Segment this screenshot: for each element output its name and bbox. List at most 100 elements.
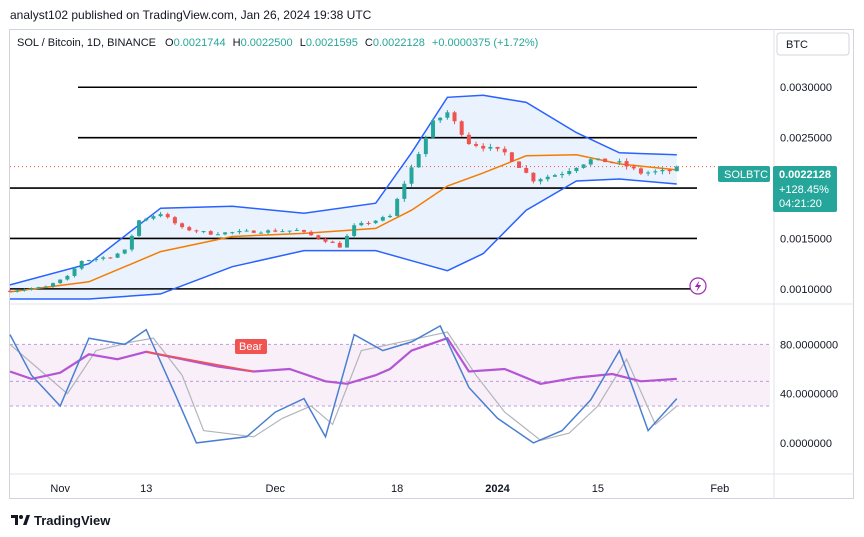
- candle[interactable]: [344, 233, 349, 248]
- price-pane[interactable]: [8, 86, 770, 300]
- candle[interactable]: [474, 141, 479, 148]
- bollinger-lower-line[interactable]: [10, 178, 677, 300]
- candle[interactable]: [509, 151, 514, 162]
- candle[interactable]: [115, 252, 120, 259]
- candle[interactable]: [667, 168, 672, 175]
- candle[interactable]: [395, 197, 400, 217]
- candle[interactable]: [244, 228, 249, 232]
- candle[interactable]: [108, 256, 113, 259]
- candle[interactable]: [502, 146, 507, 156]
- candle[interactable]: [517, 161, 522, 168]
- candle[interactable]: [165, 212, 170, 219]
- candle[interactable]: [388, 214, 392, 218]
- candle[interactable]: [79, 260, 84, 271]
- candle[interactable]: [352, 223, 357, 239]
- candle[interactable]: [660, 167, 665, 175]
- candle[interactable]: [452, 110, 457, 125]
- candle[interactable]: [58, 279, 63, 284]
- candle[interactable]: [144, 217, 149, 222]
- candle[interactable]: [545, 174, 550, 182]
- candle[interactable]: [129, 234, 134, 252]
- candle[interactable]: [158, 211, 163, 218]
- candle[interactable]: [29, 287, 34, 291]
- oscillator-pane[interactable]: [9, 324, 770, 444]
- candle[interactable]: [373, 220, 378, 225]
- candle[interactable]: [223, 232, 228, 236]
- candle[interactable]: [65, 274, 70, 281]
- candle[interactable]: [51, 282, 56, 288]
- candle[interactable]: [194, 229, 199, 234]
- candle[interactable]: [524, 165, 529, 174]
- candle[interactable]: [172, 215, 177, 225]
- candle[interactable]: [552, 173, 557, 177]
- candle[interactable]: [8, 289, 12, 293]
- candle[interactable]: [445, 110, 450, 120]
- candle[interactable]: [337, 241, 342, 248]
- candle[interactable]: [330, 240, 335, 244]
- candle[interactable]: [251, 230, 256, 233]
- candle[interactable]: [122, 249, 127, 255]
- candle[interactable]: [208, 230, 213, 235]
- candle[interactable]: [280, 229, 285, 233]
- candle[interactable]: [603, 158, 608, 163]
- candle[interactable]: [230, 231, 235, 235]
- candle[interactable]: [459, 120, 464, 137]
- candle[interactable]: [567, 168, 572, 176]
- candle[interactable]: [416, 151, 421, 168]
- candle[interactable]: [588, 157, 593, 167]
- candle[interactable]: [258, 231, 263, 234]
- candle[interactable]: [94, 258, 99, 262]
- candle[interactable]: [438, 117, 443, 123]
- candle[interactable]: [180, 222, 185, 229]
- stoch-k-line[interactable]: [9, 324, 678, 444]
- candle[interactable]: [481, 143, 486, 152]
- candle[interactable]: [538, 177, 543, 185]
- candle[interactable]: [72, 266, 77, 278]
- candle[interactable]: [151, 214, 156, 221]
- candle[interactable]: [595, 158, 600, 161]
- candle[interactable]: [101, 256, 106, 261]
- candle[interactable]: [653, 169, 658, 175]
- candle[interactable]: [301, 229, 306, 234]
- candle[interactable]: [423, 135, 428, 157]
- currency-button[interactable]: BTC: [776, 32, 850, 56]
- candle[interactable]: [581, 164, 586, 169]
- candle[interactable]: [674, 165, 679, 172]
- candle[interactable]: [488, 143, 493, 151]
- bollinger-upper-line[interactable]: [9, 94, 677, 286]
- candle[interactable]: [359, 221, 364, 227]
- candle[interactable]: [631, 164, 636, 171]
- candle[interactable]: [201, 230, 206, 234]
- candle[interactable]: [22, 288, 27, 292]
- candle[interactable]: [531, 172, 536, 184]
- candle[interactable]: [273, 228, 278, 233]
- candle[interactable]: [137, 219, 142, 237]
- candle[interactable]: [431, 118, 436, 139]
- candle[interactable]: [495, 146, 500, 152]
- candle[interactable]: [638, 167, 643, 176]
- candle[interactable]: [380, 215, 385, 222]
- candle[interactable]: [624, 158, 629, 170]
- candle[interactable]: [617, 158, 622, 165]
- candle[interactable]: [309, 230, 314, 236]
- candle[interactable]: [316, 234, 321, 240]
- candle[interactable]: [287, 230, 292, 234]
- candle[interactable]: [366, 221, 371, 226]
- bollinger-basis-line[interactable]: [9, 154, 677, 293]
- candle[interactable]: [43, 285, 48, 288]
- rsi-line[interactable]: [9, 336, 677, 385]
- candle[interactable]: [323, 237, 328, 244]
- candle[interactable]: [215, 232, 220, 236]
- lightning-icon[interactable]: [689, 277, 707, 295]
- candle[interactable]: [409, 164, 414, 187]
- candle[interactable]: [466, 132, 471, 146]
- candle[interactable]: [15, 289, 20, 293]
- candle[interactable]: [237, 228, 242, 235]
- candle[interactable]: [36, 286, 41, 289]
- candle[interactable]: [402, 180, 407, 202]
- candle[interactable]: [266, 229, 271, 235]
- candle[interactable]: [294, 227, 299, 232]
- candle[interactable]: [574, 167, 579, 173]
- candle[interactable]: [610, 161, 615, 164]
